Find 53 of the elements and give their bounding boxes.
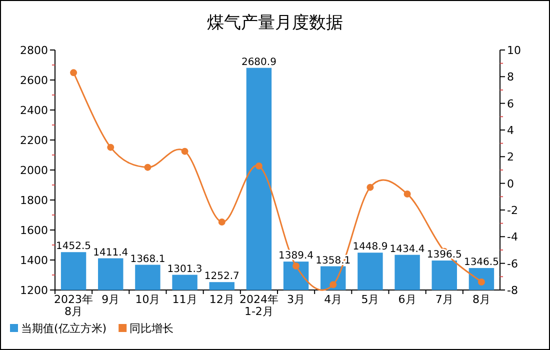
data-label: 1368.1 [130, 254, 166, 265]
point [181, 148, 188, 155]
point [404, 190, 411, 198]
y-tick-label: 2800 [20, 44, 48, 57]
y2-tick-label: -2 [507, 204, 518, 217]
x-tick-label: 8月 [472, 293, 490, 306]
y-tick-label: 1200 [20, 284, 48, 297]
x-tick-label: 10月 [135, 293, 160, 306]
legend-label: 当期值(亿立方米) [21, 322, 107, 335]
x-tick-label: 6月 [398, 293, 416, 306]
point [292, 262, 300, 270]
y2-tick-label: 4 [507, 124, 514, 137]
y2-tick-label: 0 [507, 177, 514, 190]
x-tick-label: 9月 [102, 293, 120, 306]
x-tick-label: 2024年 1-2月 [239, 293, 278, 318]
data-label: 1301.3 [167, 264, 202, 275]
y2-tick-label: 6 [507, 97, 514, 110]
chart-title: 煤气产量月度数据 [207, 13, 343, 33]
y2-tick-label: -8 [507, 284, 518, 297]
y-tick-label: 2600 [20, 74, 48, 87]
point [107, 144, 114, 151]
data-label: 1346.5 [464, 257, 499, 268]
y2-tick-label: 2 [507, 150, 514, 164]
data-label: 1448.9 [352, 242, 388, 253]
x-tick-label: 4月 [324, 293, 342, 306]
y-tick-label: 2200 [20, 134, 48, 147]
y-tick-label: 2400 [20, 104, 48, 117]
point [218, 218, 226, 226]
point [366, 184, 374, 191]
y-tick-label: 2000 [20, 164, 48, 177]
y2-tick-label: -4 [507, 230, 518, 244]
x-tick-label: 7月 [435, 293, 454, 306]
x-tick-label: 2023年 8月 [54, 293, 94, 318]
data-label: 2680.9 [241, 56, 276, 68]
data-label: 1411.4 [93, 247, 128, 258]
x-tick-label: 5月 [361, 293, 380, 306]
point [330, 281, 337, 288]
x-tick-label: 12月 [209, 293, 234, 306]
point [255, 162, 262, 170]
x-tick-label: 11月 [172, 293, 198, 306]
y2-tick-label: 8 [507, 70, 514, 84]
data-label: 1252.7 [204, 271, 240, 282]
data-label: 1452.5 [56, 241, 92, 252]
y-tick-label: 1400 [20, 254, 48, 267]
y2-tick-label: -6 [507, 257, 518, 270]
y2-tick-label: 10 [507, 44, 521, 57]
y-tick-label: 1800 [20, 194, 48, 207]
legend-label: 同比增长 [130, 322, 174, 335]
data-label: 1434.4 [390, 244, 425, 255]
x-tick-label: 3月 [287, 293, 306, 306]
point [70, 69, 78, 76]
y-tick-label: 1600 [20, 224, 48, 237]
point [144, 164, 152, 171]
